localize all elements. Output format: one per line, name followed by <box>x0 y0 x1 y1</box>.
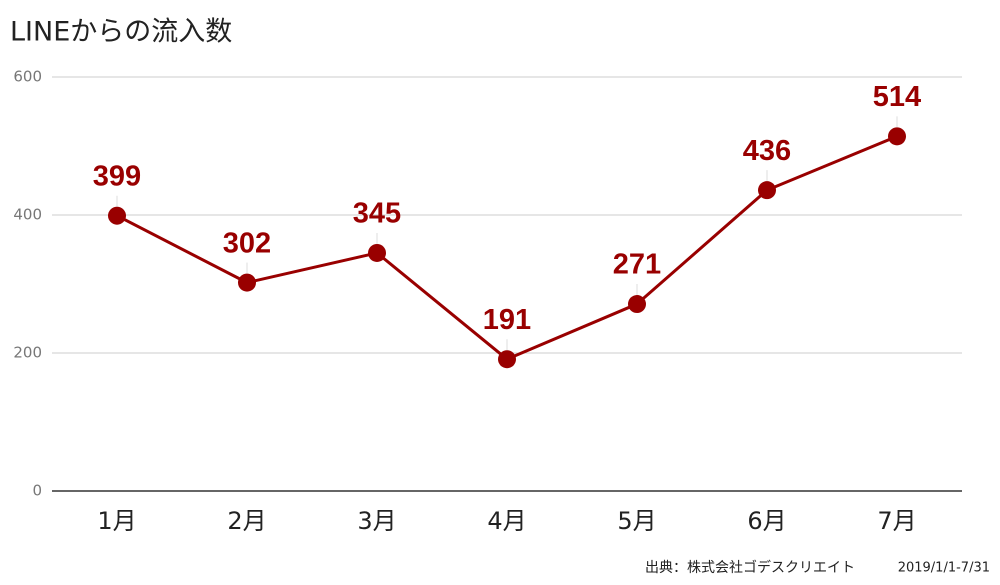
data-label: 271 <box>613 249 661 281</box>
point <box>238 273 256 292</box>
x-tick-label: 5月 <box>617 507 656 535</box>
point <box>498 350 516 369</box>
x-tick-label: 3月 <box>357 507 396 535</box>
x-tick-label: 4月 <box>487 507 526 535</box>
x-tick-label: 6月 <box>747 507 786 535</box>
chart-title: LINEからの流入数 <box>10 17 232 48</box>
y-tick-label: 200 <box>13 344 42 362</box>
data-label: 345 <box>353 198 401 230</box>
x-tick-label: 1月 <box>97 507 136 535</box>
y-tick-label: 600 <box>13 68 42 86</box>
source-note: 出典：株式会社ゴデスクリエイト <box>645 559 855 576</box>
data-label: 436 <box>743 135 791 167</box>
point <box>108 206 126 225</box>
data-label: 191 <box>483 304 531 336</box>
data-label: 514 <box>873 81 921 113</box>
point <box>888 127 906 146</box>
point <box>368 243 386 262</box>
data-label: 399 <box>93 160 141 192</box>
period-note: 2019/1/1-7/31 <box>898 561 990 576</box>
y-tick-label: 0 <box>32 482 42 500</box>
point <box>758 181 776 200</box>
x-tick-label: 2月 <box>227 507 266 535</box>
x-tick-label: 7月 <box>877 507 916 535</box>
point <box>628 295 646 314</box>
y-tick-label: 400 <box>13 206 42 224</box>
data-label: 302 <box>223 227 271 259</box>
